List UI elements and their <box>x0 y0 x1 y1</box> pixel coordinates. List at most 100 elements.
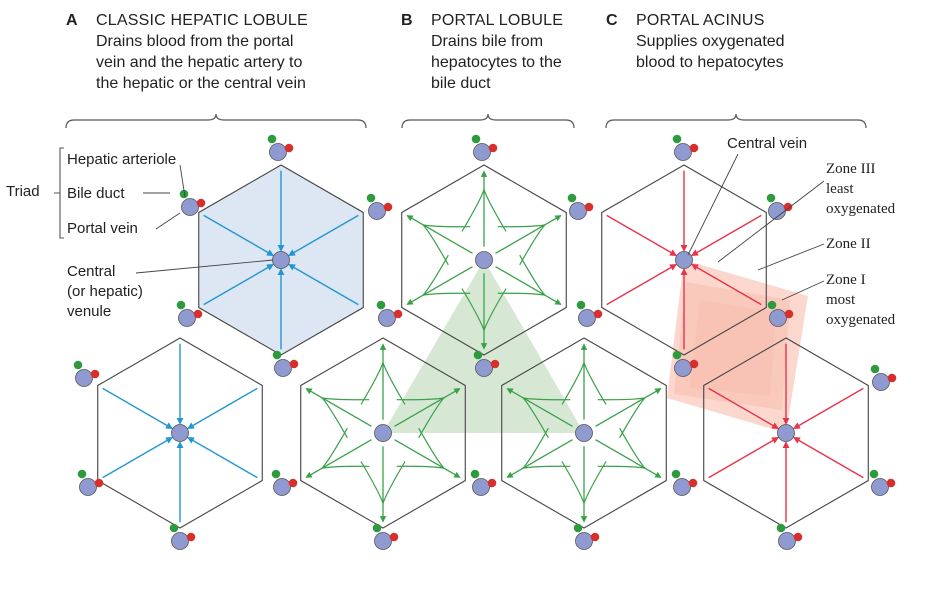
blood-flow-arrow <box>102 437 173 479</box>
bile-flow-tributary <box>519 224 546 266</box>
bile-duct-circle <box>372 523 382 533</box>
bile-duct-circle <box>671 469 681 479</box>
hepatic-arteriole-circle <box>593 309 603 319</box>
zone-3-label: Zone III least oxygenated <box>826 161 896 217</box>
panel-a-title: CLASSIC HEPATIC LOBULE <box>96 12 308 29</box>
bile-flow-arrow <box>595 439 662 478</box>
bile-duct-circle <box>776 523 786 533</box>
zone-1-label: Zone I most oxygenated <box>826 272 896 328</box>
portal-vein-circle <box>673 478 691 496</box>
bile-flow-arrow <box>595 388 662 427</box>
hexagon-outline-5 <box>300 337 466 529</box>
portal-vein-circle <box>569 202 587 220</box>
bile-duct-circle <box>471 134 481 144</box>
hepatic-arteriole-circle <box>689 359 699 369</box>
acinus-flow-arrow <box>793 437 864 479</box>
portal-vein-circle <box>374 532 392 550</box>
portal-triad-9 <box>376 300 403 327</box>
leader-central-venule <box>135 259 274 274</box>
portal-triad-11 <box>767 300 794 327</box>
bile-flow-tributary <box>322 397 370 401</box>
portal-vein-circle <box>674 359 692 377</box>
portal-triad-16 <box>870 364 897 391</box>
panel-b-description: Drains bile from hepatocytes to the bile… <box>431 33 562 92</box>
hexagon-outline-2 <box>401 164 567 356</box>
bile-flow-tributary <box>619 427 646 469</box>
blood-flow-arrow <box>187 387 258 429</box>
portal-vein-circle <box>274 359 292 377</box>
leader-central-vein <box>687 153 739 256</box>
bile-flow-tributary <box>497 292 545 296</box>
acinus-flow-arrow <box>606 264 677 306</box>
bile-duct-circle <box>473 350 483 360</box>
blood-flow-arrow <box>203 264 274 306</box>
hepatic-arteriole-circle <box>689 143 699 153</box>
panel-b-title: PORTAL LOBULE <box>431 12 564 29</box>
hepatic-arteriole-circle <box>783 202 793 212</box>
bile-flow-tributary <box>360 461 384 504</box>
portal-triad-21 <box>869 469 896 496</box>
panel-c-header: C PORTAL ACINUS Supplies oxygenated bloo… <box>606 10 856 100</box>
portal-vein-circle <box>75 369 93 387</box>
portal-acinus-zone-middle <box>674 282 790 410</box>
portal-triad-4 <box>672 134 699 161</box>
portal-vein-circle <box>768 202 786 220</box>
hepatic-arteriole-circle <box>887 373 897 383</box>
portal-vein-circle <box>473 143 491 161</box>
portal-triad-22 <box>169 523 196 550</box>
bile-flow-tributary <box>619 397 646 439</box>
bile-duct-circle <box>576 300 586 310</box>
bile-flow-tributary <box>523 397 571 401</box>
bile-duct-circle <box>573 523 583 533</box>
hepatic-arteriole-circle <box>284 143 294 153</box>
bile-duct-circle <box>267 134 277 144</box>
panel-a-letter: A <box>66 12 78 29</box>
hexagon-outline-7 <box>703 337 869 529</box>
bile-flow-tributary <box>483 288 507 331</box>
blood-flow-arrow <box>288 264 359 306</box>
bile-flow-tributary <box>519 254 546 296</box>
bile-flow-tributary <box>418 427 445 469</box>
bile-flow-tributary <box>422 254 449 296</box>
bile-duct-circle <box>366 193 376 203</box>
portal-vein-circle <box>79 478 97 496</box>
portal-vein-circle <box>674 143 692 161</box>
hepatic-arteriole-circle <box>94 478 104 488</box>
bile-flow-arrow <box>406 215 473 254</box>
portal-vein-circle <box>871 478 889 496</box>
bile-flow-tributary <box>497 224 545 228</box>
bile-flow-tributary <box>522 427 549 469</box>
central-vein <box>475 251 493 269</box>
central-vein <box>272 251 290 269</box>
hepatic-arteriole-circle <box>90 369 100 379</box>
hepatic-arteriole-circle <box>393 309 403 319</box>
portal-triad-10 <box>576 300 603 327</box>
leader-hepatic-arteriole <box>179 164 186 198</box>
bile-flow-arrow <box>506 388 573 427</box>
portal-vein-circle <box>472 478 490 496</box>
bile-flow-tributary <box>360 362 384 405</box>
bile-duct-circle <box>767 300 777 310</box>
portal-triad-13 <box>473 350 500 377</box>
portal-vein-circle <box>578 309 596 327</box>
panel-a-header: A CLASSIC HEPATIC LOBULE Drains blood fr… <box>66 10 386 100</box>
portal-triad-7 <box>766 193 793 220</box>
acinus-flow-arrow <box>691 264 762 306</box>
bile-flow-tributary <box>483 189 507 232</box>
panel-a-description: Drains blood from the portal vein and th… <box>96 33 306 92</box>
central-vein <box>675 251 693 269</box>
portal-triad-23 <box>372 523 399 550</box>
bile-flow-tributary <box>522 397 549 439</box>
bile-flow-arrow <box>305 388 372 427</box>
bile-flow-arrow <box>394 388 461 427</box>
hepatic-arteriole-circle <box>383 202 393 212</box>
acinus-flow-arrow <box>708 387 779 429</box>
bile-duct-circle <box>766 193 776 203</box>
panel-c-title: PORTAL ACINUS <box>636 12 765 29</box>
hepatic-arteriole-circle <box>389 532 399 542</box>
bile-duct-circle <box>169 523 179 533</box>
acinus-flow-arrow <box>793 387 864 429</box>
acinus-flow-arrow <box>691 214 762 256</box>
hexagon-outline-3 <box>601 164 767 356</box>
